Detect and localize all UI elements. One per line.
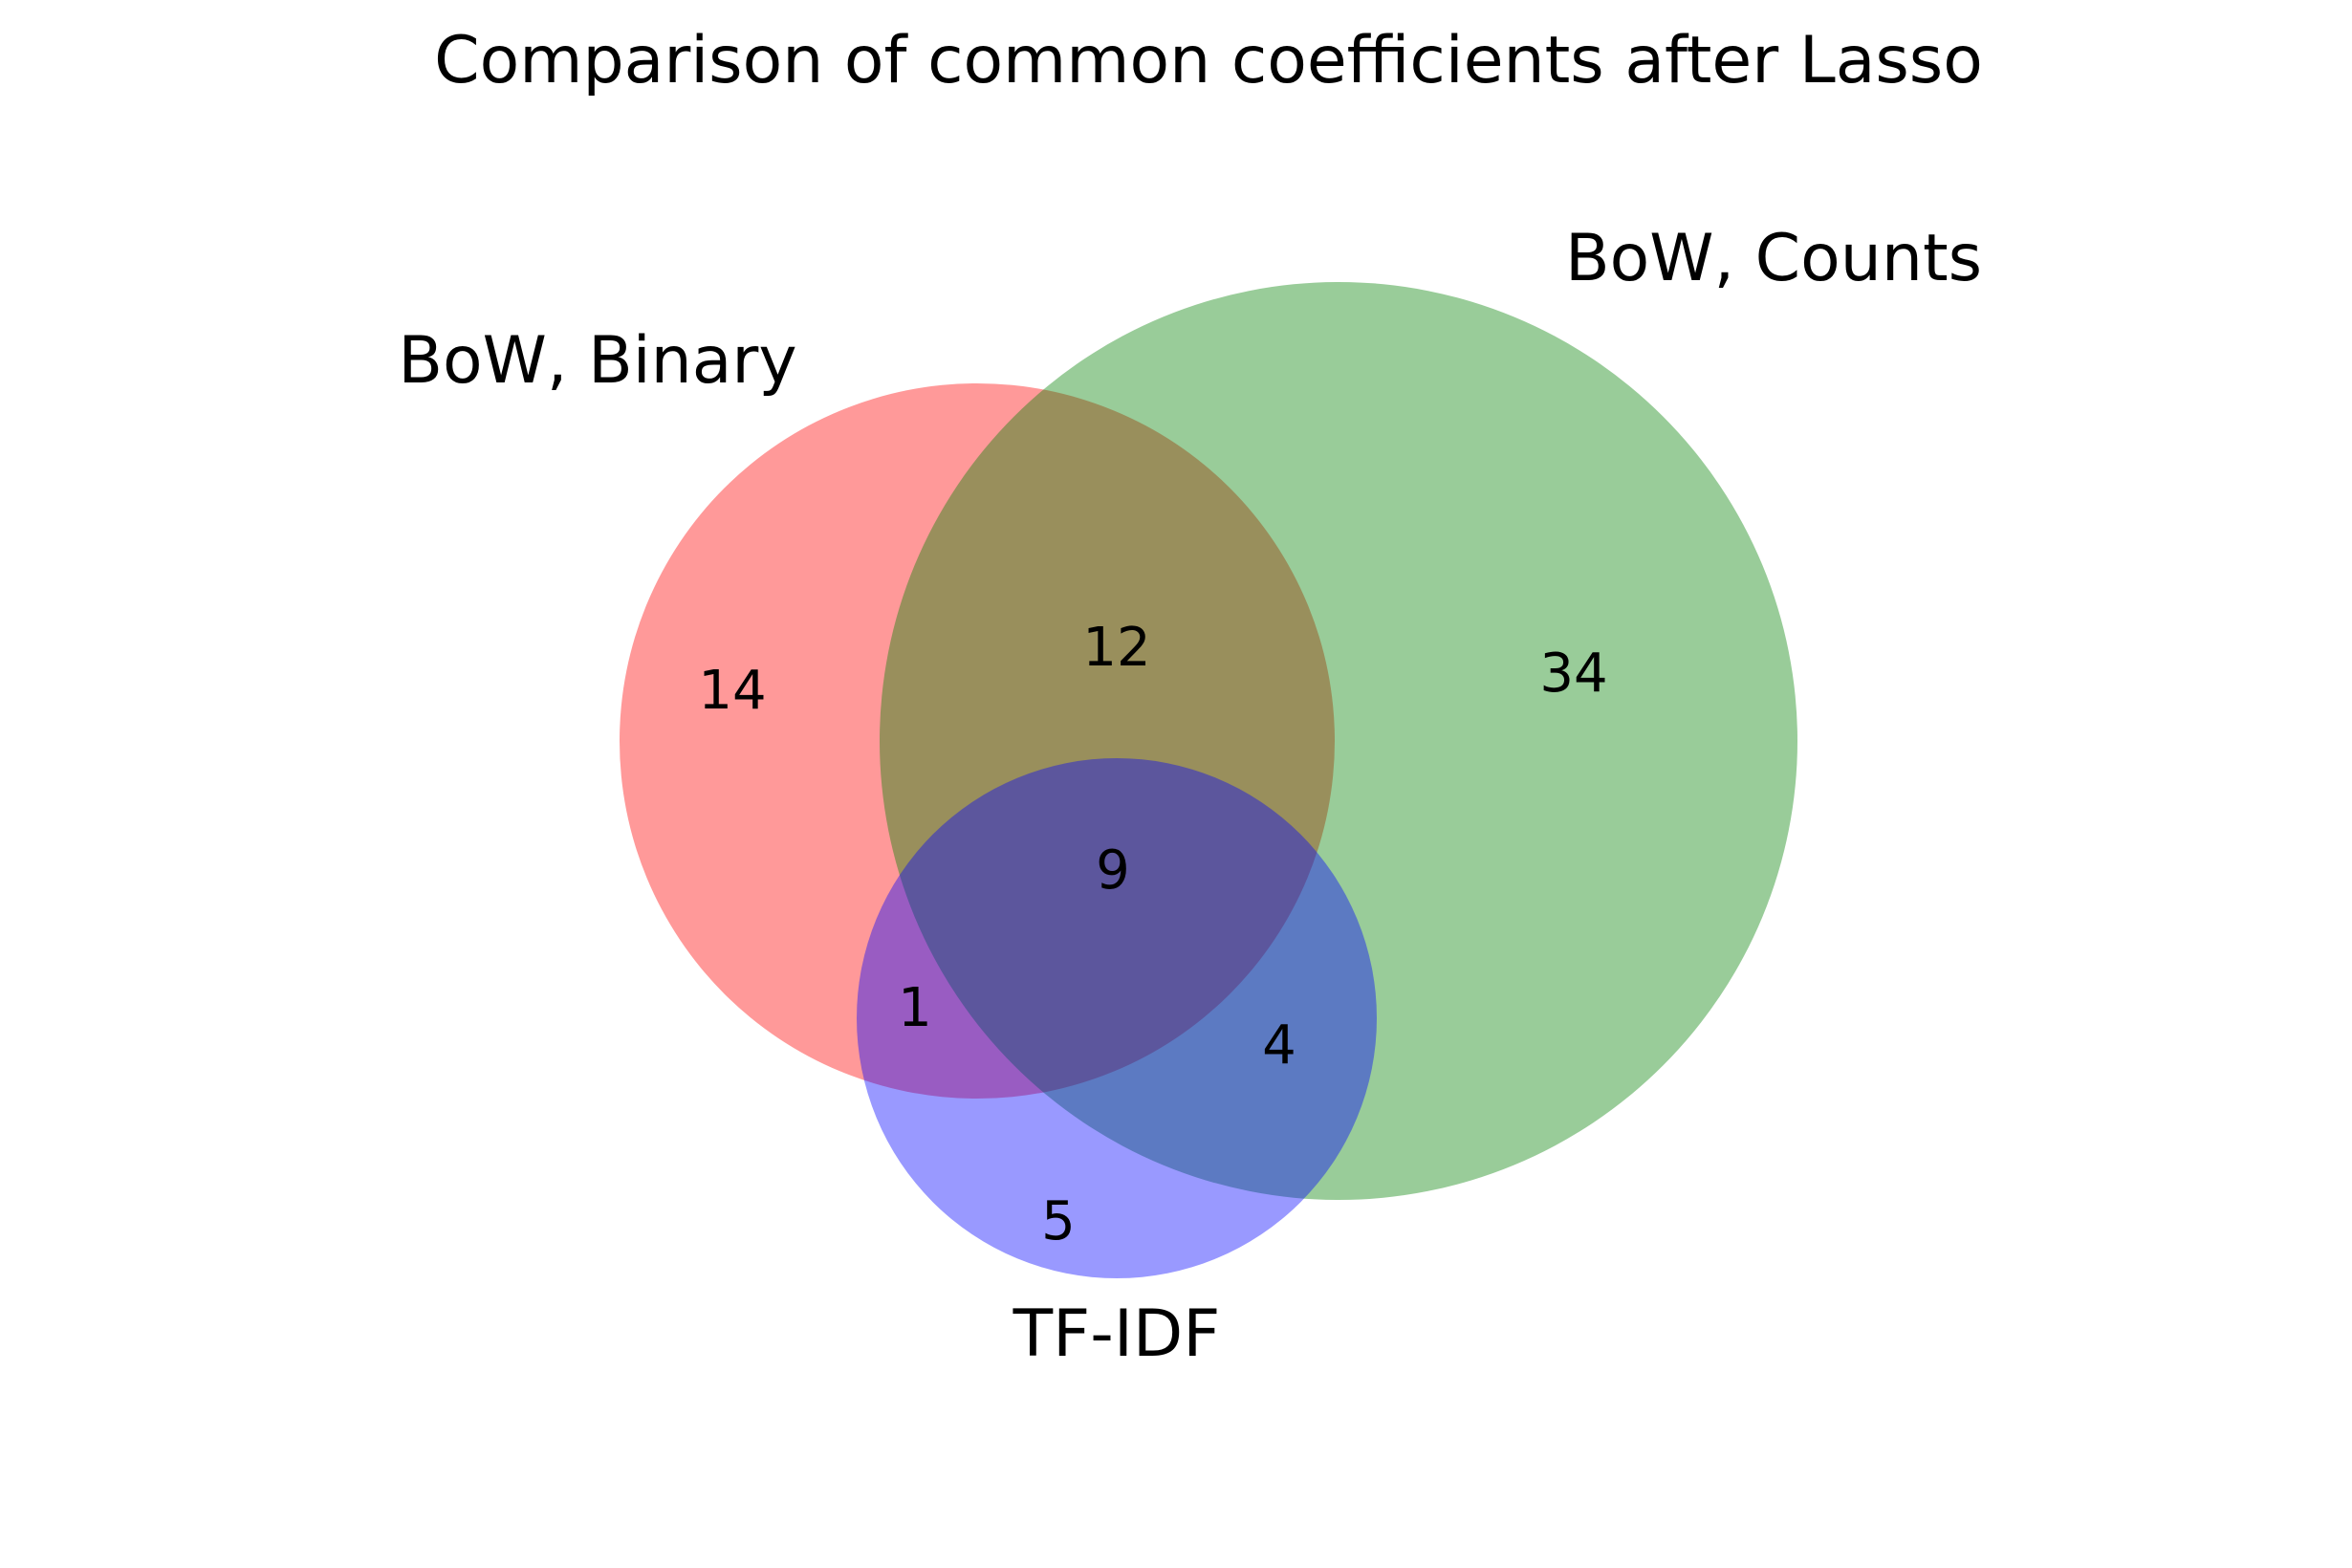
region-label-all-three: 9 [1096,839,1130,902]
circles-layer [620,282,1797,1278]
region-label-binary-tfidf: 1 [898,977,932,1039]
region-label-binary-counts: 12 [1082,617,1150,679]
region-label-tfidf-only: 5 [1041,1190,1076,1252]
region-label-counts-only: 34 [1539,642,1607,705]
set-label-bow-binary: BoW, Binary [398,323,796,399]
circle-bow-counts [880,282,1797,1200]
set-label-tf-idf: TF-IDF [1013,1296,1221,1372]
chart-title: Comparison of common coefficients after … [434,23,1983,98]
circle-bow-binary [620,383,1335,1099]
circle-tf-idf [857,758,1377,1278]
set-label-bow-counts: BoW, Counts [1565,221,1982,296]
region-label-counts-tfidf: 4 [1262,1014,1296,1077]
region-label-binary-only: 14 [698,660,766,722]
